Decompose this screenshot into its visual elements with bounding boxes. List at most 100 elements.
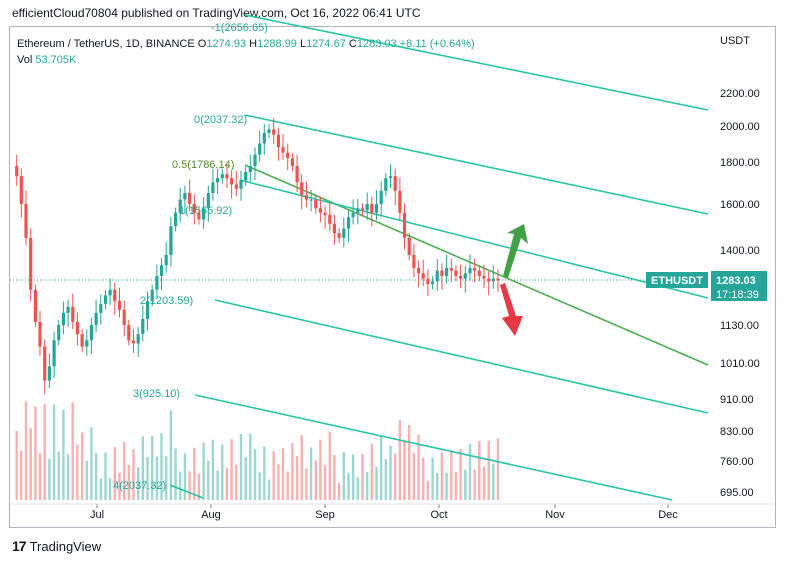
last-price-value: 1283.03 <box>716 275 756 287</box>
x-tick-label: Sep <box>315 509 335 521</box>
candle-body <box>244 172 248 181</box>
close-label: C <box>348 38 357 50</box>
candle-body <box>360 208 365 211</box>
down-arrow-icon <box>500 283 523 336</box>
volume-bar <box>137 467 140 500</box>
volume-bar <box>389 445 392 500</box>
volume-bar <box>221 444 224 500</box>
volume-bar <box>52 404 56 500</box>
volume-bar <box>408 425 411 500</box>
volume-bar <box>132 449 135 500</box>
candle-body <box>487 278 491 282</box>
volume-bar <box>342 452 345 500</box>
candle-body <box>66 306 70 313</box>
volume-bar <box>141 436 144 500</box>
candle-body <box>267 129 271 133</box>
symbol-title: Ethereum / TetherUS, 1D, BINANCE <box>17 38 195 50</box>
volume-bar <box>48 458 51 500</box>
candle-body <box>113 289 117 302</box>
x-tick-label: Nov <box>545 509 565 521</box>
candle-body <box>253 154 257 166</box>
candle-body <box>440 270 444 276</box>
candle-body <box>477 270 481 276</box>
candle-body <box>431 281 435 285</box>
volume-bar <box>309 447 313 500</box>
volume-bar <box>351 454 355 500</box>
y-tick-label: 1600.00 <box>720 199 760 211</box>
candle-body <box>211 182 215 193</box>
candle-body <box>276 134 280 148</box>
high-label: H <box>249 38 258 50</box>
volume-bar <box>305 468 308 500</box>
open-value: 1274.93 <box>206 38 247 50</box>
candle-body <box>398 190 402 213</box>
candle-body <box>85 340 89 347</box>
candle-body <box>145 301 150 319</box>
y-tick-label: 2200.00 <box>720 88 760 100</box>
candle-body <box>482 275 486 279</box>
volume-bar <box>403 440 406 500</box>
candle-body <box>206 193 210 209</box>
candle-body <box>407 237 411 255</box>
x-tick-label: Oct <box>430 509 447 521</box>
volume-bar <box>188 471 191 500</box>
volume-bar <box>62 409 65 500</box>
candle-body <box>131 340 136 344</box>
candle-body <box>374 204 379 213</box>
volume-bar <box>496 438 500 500</box>
volume-bar <box>216 470 219 500</box>
volume-bar <box>394 453 397 500</box>
symbol-tag <box>646 272 708 288</box>
candle-body <box>225 174 229 179</box>
candle-body <box>169 226 173 255</box>
volume-bar <box>454 472 458 500</box>
candle-body <box>337 233 341 238</box>
candle-body <box>379 190 383 204</box>
volume-bar <box>66 454 70 500</box>
volume-bar <box>127 465 130 500</box>
volume-bar <box>487 440 490 500</box>
candle-body <box>71 306 75 322</box>
channel-line <box>214 299 709 414</box>
candle-body <box>351 212 355 218</box>
volume-bar <box>225 467 229 500</box>
publisher-line: efficientCloud70804 published on Trading… <box>12 6 421 20</box>
volume-bar <box>286 471 289 500</box>
candle-body <box>459 275 463 279</box>
candle-body <box>24 204 28 238</box>
channel-line <box>244 114 709 215</box>
volume-bar <box>57 451 60 500</box>
candle-body <box>47 366 51 381</box>
candle-body <box>290 158 294 166</box>
up-arrow-icon <box>503 224 528 278</box>
y-tick-label: 1800.00 <box>720 157 760 169</box>
volume-bar <box>436 473 439 500</box>
volume-bar <box>38 453 42 500</box>
low-value: 1274.67 <box>306 38 346 50</box>
fib-level-label: -1(2656.65) <box>211 22 268 34</box>
candle-body <box>445 268 449 276</box>
candle-body <box>346 217 351 229</box>
volume-bar <box>426 480 430 500</box>
volume-bar <box>80 432 84 500</box>
candle-body <box>220 174 224 179</box>
candle-body <box>417 268 421 274</box>
volume-bar <box>104 452 107 500</box>
candle-body <box>262 132 266 144</box>
candle-body <box>384 178 388 191</box>
candle-body <box>52 340 56 367</box>
volume-value: 53.705K <box>35 54 77 66</box>
channel-line <box>244 164 709 366</box>
volume-bar <box>20 450 23 500</box>
candle-body <box>491 278 495 282</box>
candle-body <box>150 289 154 302</box>
candle-body <box>314 199 318 209</box>
candle-body <box>57 325 61 341</box>
volume-bar <box>90 427 93 500</box>
footer-brand[interactable]: 17 TradingView <box>12 538 101 554</box>
volume-bar <box>151 436 154 500</box>
fib-level-label: 3(925.10) <box>133 388 180 400</box>
volume-bar <box>15 431 18 500</box>
volume-bar <box>24 401 28 500</box>
